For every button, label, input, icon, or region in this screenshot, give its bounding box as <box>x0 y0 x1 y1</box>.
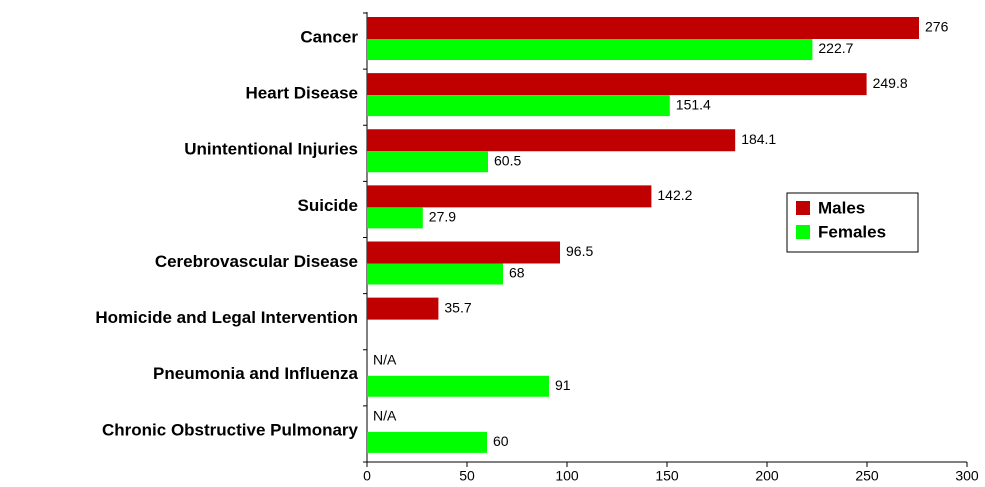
value-label: 249.8 <box>873 75 908 91</box>
bar <box>367 207 423 229</box>
value-label: N/A <box>373 408 397 424</box>
x-tick-label: 0 <box>363 468 371 484</box>
legend-label: Females <box>818 222 886 241</box>
x-tick-label: 200 <box>755 468 779 484</box>
category-label: Chronic Obstructive Pulmonary <box>102 420 359 439</box>
bar <box>367 39 813 60</box>
x-tick-label: 100 <box>555 468 579 484</box>
bar <box>367 297 439 320</box>
value-label: 35.7 <box>444 299 471 315</box>
bar <box>367 129 736 152</box>
value-label: 60.5 <box>494 152 521 168</box>
bar <box>367 375 549 397</box>
x-tick-label: 150 <box>655 468 679 484</box>
bar <box>367 263 503 285</box>
value-label: 96.5 <box>566 243 593 259</box>
value-label: 68 <box>509 265 525 281</box>
bar <box>367 431 487 453</box>
value-label: 60 <box>493 433 509 449</box>
bar <box>367 95 670 117</box>
bar <box>367 17 919 39</box>
category-label: Unintentional Injuries <box>184 140 358 159</box>
x-tick-label: 300 <box>955 468 979 484</box>
category-label: Pneumonia and Influenza <box>153 364 359 383</box>
value-label: 276 <box>925 19 949 35</box>
bar <box>367 73 867 96</box>
x-tick-label: 250 <box>855 468 879 484</box>
value-label: 184.1 <box>741 131 776 147</box>
value-label: 27.9 <box>429 209 456 225</box>
category-label: Suicide <box>298 196 358 215</box>
bar <box>367 151 488 173</box>
category-label: Homicide and Legal Intervention <box>95 308 358 327</box>
legend-label: Males <box>818 198 865 217</box>
value-label: 222.7 <box>818 40 853 56</box>
category-label: Cerebrovascular Disease <box>155 252 358 271</box>
category-label: Cancer <box>300 27 358 46</box>
x-tick-label: 50 <box>459 468 475 484</box>
value-label: 91 <box>555 377 571 393</box>
bar <box>367 241 560 264</box>
legend-swatch <box>796 225 810 239</box>
category-label: Heart Disease <box>246 84 358 103</box>
value-label: N/A <box>373 351 397 367</box>
value-label: 151.4 <box>676 96 711 112</box>
legend-swatch <box>796 201 810 215</box>
value-label: 142.2 <box>657 187 692 203</box>
bar <box>367 185 652 208</box>
